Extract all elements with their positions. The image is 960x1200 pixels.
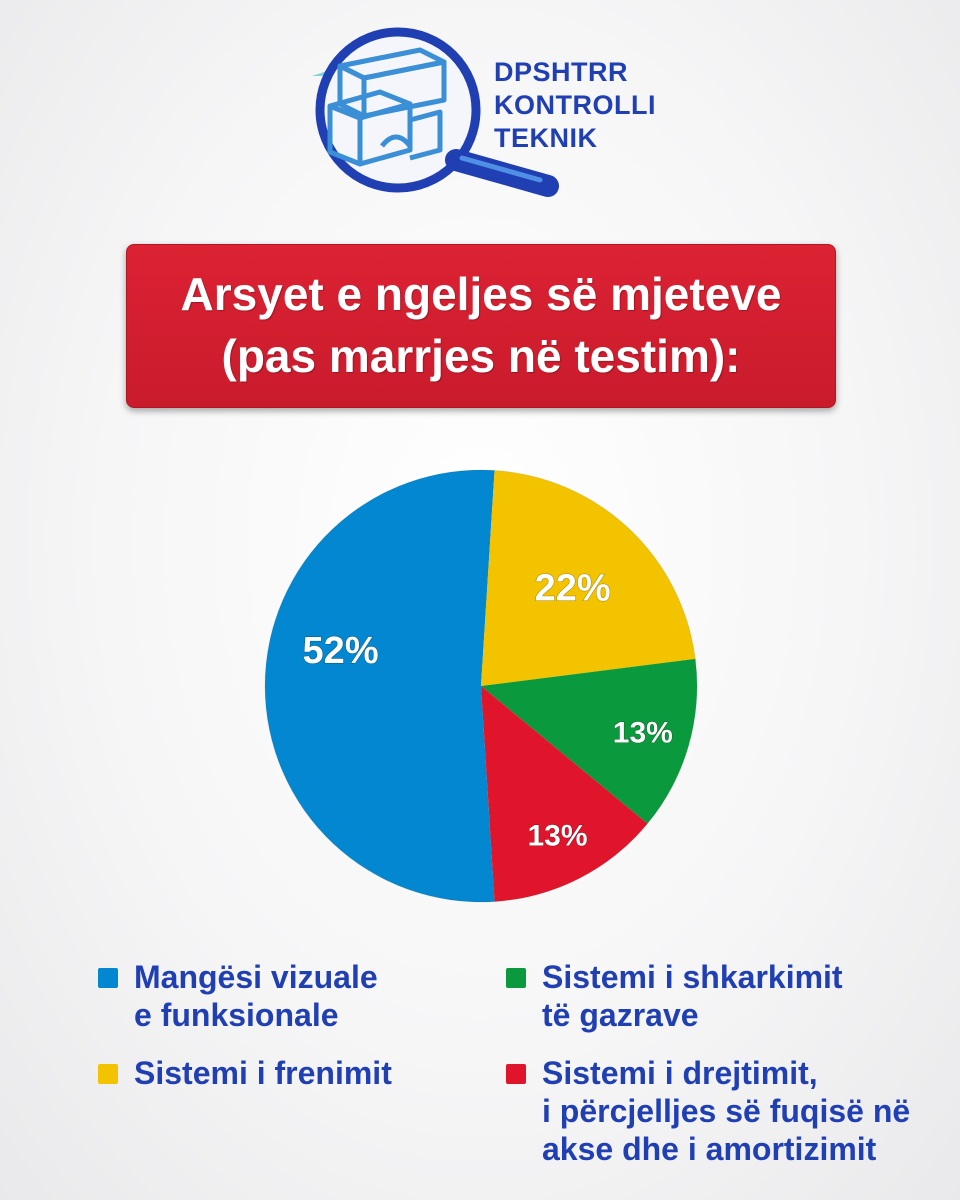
legend-label: Sistemi i drejtimit, i përcjelljes së fu…	[542, 1055, 911, 1167]
pie-chart: 52% 22% 13% 13%	[264, 469, 698, 903]
title-banner: Arsyet e ngeljes së mjeteve (pas marrjes…	[126, 244, 836, 408]
legend-swatch	[98, 1064, 118, 1084]
pie-slice-braking	[481, 470, 696, 686]
legend-label: Sistemi i shkarkimit të gazrave	[542, 959, 843, 1033]
magnifier-icon	[312, 27, 559, 197]
data-label-steering: 13%	[527, 820, 587, 853]
legend-swatch	[98, 968, 118, 988]
legend-swatch	[506, 1064, 526, 1084]
logo-text-line-2: KONTROLLI	[494, 90, 656, 120]
chart-title-line-2: (pas marrjes në testim):	[221, 330, 741, 382]
data-label-braking: 22%	[535, 567, 611, 609]
pie-slice-visual-functional	[264, 469, 495, 902]
legend-label: Mangësi vizuale e funksionale	[134, 959, 378, 1033]
legend-swatch	[506, 968, 526, 988]
pie-outline	[264, 469, 698, 903]
legend-label: Sistemi i frenimit	[134, 1055, 392, 1091]
pie-slice-exhaust	[481, 658, 697, 824]
chart-title-line-1: Arsyet e ngeljes së mjeteve	[180, 268, 782, 320]
logo-text-line-3: TEKNIK	[494, 123, 598, 153]
data-label-exhaust: 13%	[613, 717, 673, 750]
logo-text-line-1: DPSHTRR	[494, 57, 629, 87]
pie-slice-steering	[481, 686, 648, 902]
data-label-visual-functional: 52%	[303, 630, 379, 672]
logo	[312, 27, 559, 197]
